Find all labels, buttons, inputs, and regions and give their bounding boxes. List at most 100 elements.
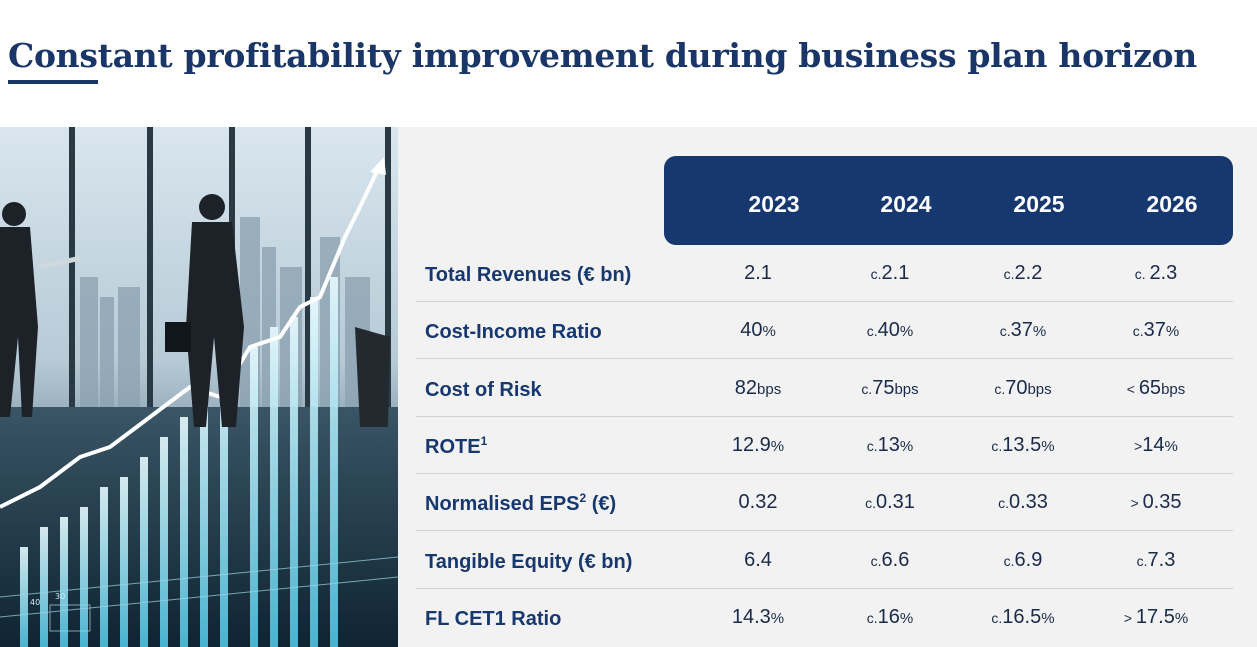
value-val: 6.6 bbox=[881, 548, 910, 571]
value-pre: c. bbox=[991, 437, 1003, 454]
value-val: 2.1 bbox=[744, 262, 772, 284]
value-cell: c.13% bbox=[824, 434, 956, 457]
value-val: 16 bbox=[877, 605, 900, 628]
value-cell: c.7.3 bbox=[1090, 549, 1222, 572]
row-label-text: Cost of Risk bbox=[425, 378, 542, 401]
value-val: 0.35 bbox=[1142, 491, 1182, 514]
business-growth-illustration: 40 30 bbox=[0, 127, 398, 647]
value-cell: c.2.2 bbox=[957, 262, 1089, 285]
page-title: Constant profitability improvement durin… bbox=[8, 36, 1197, 75]
table-row: ROTE1 12.9% c.13% c.13.5% >14% bbox=[416, 417, 1233, 474]
value-val: 37 bbox=[1010, 319, 1033, 342]
value-val: 14 bbox=[1142, 433, 1165, 456]
row-label-text: Total Revenues (€ bn) bbox=[425, 264, 632, 286]
value-val: 2.2 bbox=[1014, 262, 1043, 284]
title-underline bbox=[8, 80, 98, 84]
value-pre: c. bbox=[870, 552, 882, 569]
value-pre: c. bbox=[1003, 266, 1015, 282]
value-suf: % bbox=[762, 323, 776, 341]
value-pre: c. bbox=[999, 323, 1011, 340]
value-suf: % bbox=[899, 437, 914, 455]
value-cell: < 65bps bbox=[1090, 377, 1222, 400]
value-cell: c. 2.3 bbox=[1090, 262, 1222, 285]
value-pre: c. bbox=[994, 380, 1006, 397]
value-pre: c. bbox=[1134, 266, 1150, 282]
value-pre: > bbox=[1134, 437, 1143, 454]
value-val: 13 bbox=[877, 433, 900, 456]
value-suf: % bbox=[1032, 323, 1047, 341]
value-val: 6.9 bbox=[1014, 548, 1043, 571]
year-2026: 2026 bbox=[1146, 191, 1198, 217]
row-label: FL CET1 Ratio bbox=[425, 606, 561, 631]
table-row: Tangible Equity (€ bn) 6.4 c.6.6 c.6.9 c.7.3 bbox=[416, 532, 1233, 589]
growth-bars bbox=[20, 277, 338, 647]
row-label: Normalised EPS2 (€) bbox=[425, 491, 616, 516]
table-row: Normalised EPS2 (€) 0.32 c.0.31 c.0.33 > 0.3… bbox=[416, 474, 1233, 532]
value-cell: 14.3% bbox=[692, 606, 824, 629]
footnote-marker: 2 bbox=[579, 491, 587, 506]
value-suf: % bbox=[1165, 323, 1180, 341]
value-val: 82 bbox=[734, 376, 758, 399]
value-pre: c. bbox=[991, 609, 1003, 626]
value-cell: c.6.9 bbox=[957, 549, 1089, 572]
value-val: 0.31 bbox=[875, 491, 915, 514]
value-pre: c. bbox=[865, 495, 876, 512]
kpi-table: 2023 2024 2025 2026 Total Revenues (€ bn… bbox=[398, 127, 1257, 647]
value-cell: 2.1 bbox=[692, 262, 824, 285]
value-cell: c.16.5% bbox=[957, 606, 1089, 629]
value-cell: c.0.31 bbox=[824, 491, 956, 514]
row-label: Cost of Risk bbox=[425, 377, 542, 402]
value-cell: c.37% bbox=[1090, 319, 1222, 342]
value-cell: c.13.5% bbox=[957, 434, 1089, 457]
value-cell: >14% bbox=[1090, 434, 1222, 457]
footnote-marker: 1 bbox=[480, 433, 488, 448]
table-row: Cost of Risk 82bps c.75bps c.70bps < 65bps bbox=[416, 360, 1233, 417]
value-val: 14.3 bbox=[731, 605, 771, 628]
tick-label: 40 bbox=[30, 598, 40, 607]
value-val: 16.5 bbox=[1002, 605, 1042, 628]
value-val: 6.4 bbox=[744, 548, 772, 571]
value-suf: % bbox=[1041, 437, 1055, 455]
value-pre: c. bbox=[866, 437, 878, 454]
business-growth-photo: 40 30 bbox=[0, 127, 398, 647]
value-val: 12.9 bbox=[731, 433, 771, 456]
value-cell: c.40% bbox=[824, 319, 956, 342]
arrow-head-icon bbox=[370, 157, 386, 175]
value-pre: c. bbox=[1132, 323, 1144, 340]
value-cell: 40% bbox=[692, 319, 824, 342]
value-pre: c. bbox=[870, 266, 882, 282]
value-val: 40 bbox=[740, 319, 763, 342]
year-2024: 2024 bbox=[880, 191, 932, 217]
tick-label: 30 bbox=[55, 592, 65, 601]
value-suf: % bbox=[1164, 437, 1178, 455]
value-pre: > bbox=[1130, 495, 1143, 512]
value-pre: > bbox=[1123, 609, 1136, 626]
value-suf: % bbox=[770, 437, 785, 455]
value-suf: % bbox=[899, 323, 914, 341]
row-label: Total Revenues (€ bn) bbox=[425, 262, 631, 287]
value-cell: c.37% bbox=[957, 319, 1089, 342]
value-cell: > 0.35 bbox=[1090, 491, 1222, 514]
value-suf: bps bbox=[894, 380, 919, 398]
table-row: Total Revenues (€ bn) 2.1 c.2.1 c.2.2 c. 2.3 bbox=[416, 245, 1233, 302]
value-suf: % bbox=[1041, 609, 1055, 627]
year-header: 2023 2024 2025 2026 bbox=[664, 156, 1233, 245]
value-cell: 0.32 bbox=[692, 491, 824, 514]
value-val: 70 bbox=[1005, 376, 1028, 399]
row-label-text: Cost-Income Ratio bbox=[425, 321, 602, 344]
row-label: ROTE1 bbox=[425, 434, 487, 459]
businessmen-silhouettes bbox=[0, 194, 390, 427]
value-cell: c.2.1 bbox=[824, 262, 956, 285]
value-cell: c.75bps bbox=[824, 377, 956, 400]
value-val: 7.3 bbox=[1147, 548, 1176, 571]
value-pre: c. bbox=[998, 495, 1009, 512]
value-val: 2.3 bbox=[1149, 262, 1178, 284]
row-label-text: FL CET1 Ratio bbox=[425, 607, 562, 630]
table-row: FL CET1 Ratio 14.3% c.16% c.16.5% > 17.5% bbox=[416, 589, 1233, 646]
value-val: 2.1 bbox=[881, 262, 910, 284]
chart-grid bbox=[0, 556, 398, 632]
value-suf: % bbox=[1174, 609, 1189, 627]
value-val: 65 bbox=[1138, 376, 1162, 399]
value-suf: bps bbox=[757, 380, 782, 398]
row-label: Tangible Equity (€ bn) bbox=[425, 549, 632, 574]
